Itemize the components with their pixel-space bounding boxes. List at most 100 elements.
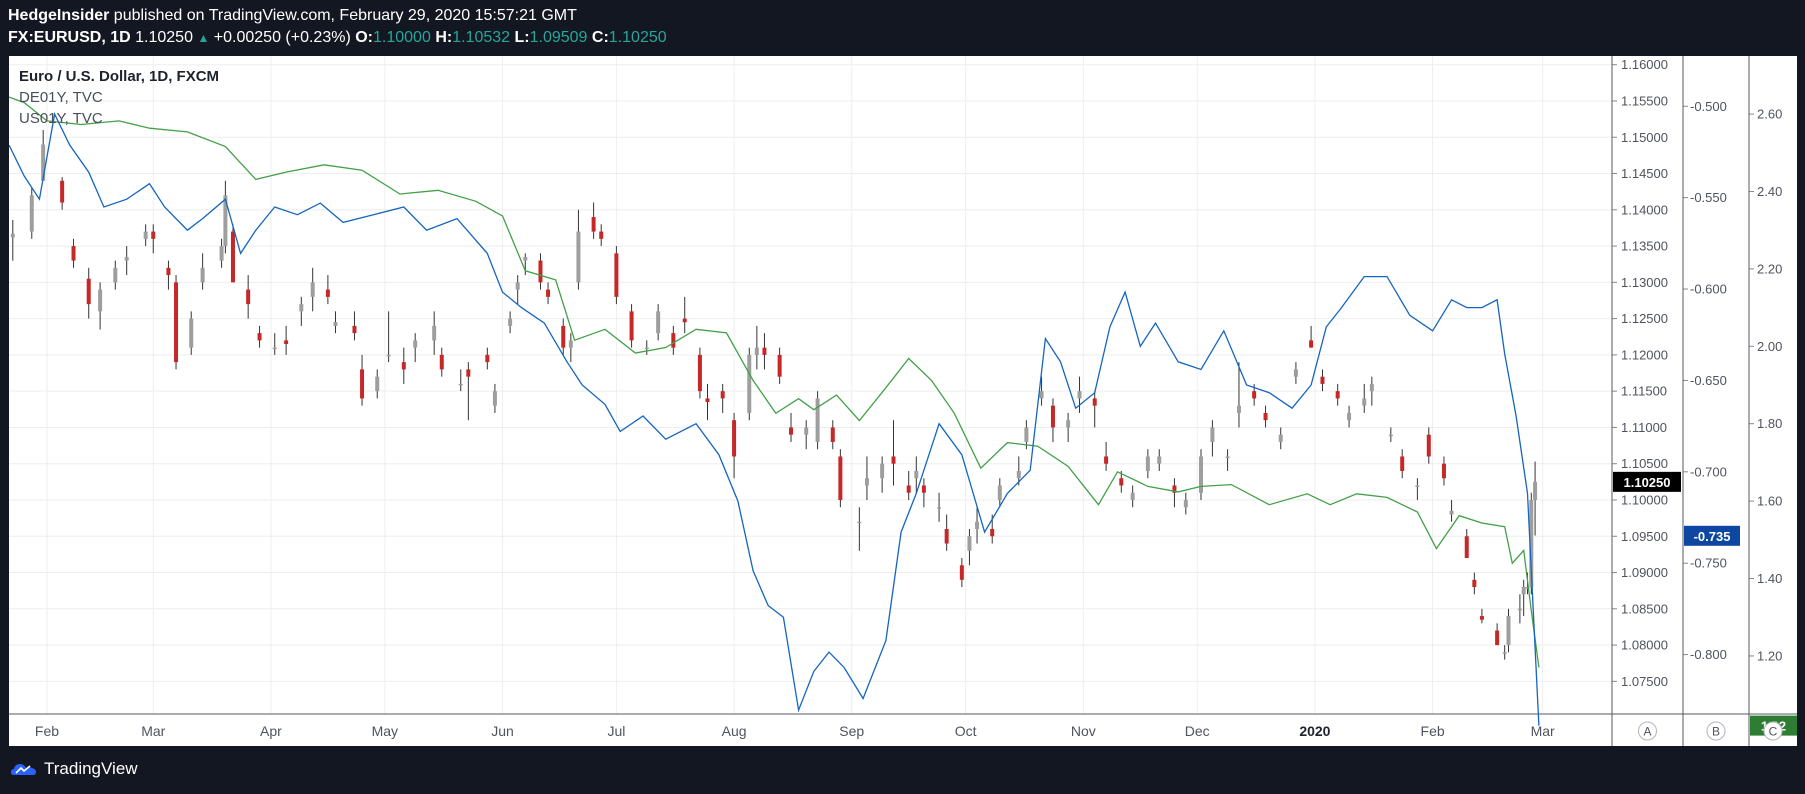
- candle-down: [762, 347, 767, 355]
- candle-up: [299, 304, 304, 312]
- candle-down: [1104, 456, 1109, 464]
- symbol-label[interactable]: FX:EURUSD, 1D: [8, 29, 131, 46]
- time-axis-label: Mar: [1531, 723, 1555, 739]
- axis-b-tick-label: -0.550: [1690, 190, 1727, 205]
- legend-series-us01y[interactable]: US01Y, TVC: [19, 110, 103, 127]
- candle-down: [284, 340, 289, 345]
- candle-down: [1172, 485, 1177, 493]
- candle-up: [492, 391, 497, 406]
- candle-up: [815, 398, 820, 442]
- candle-up: [1388, 434, 1393, 437]
- candle-down: [732, 420, 737, 457]
- candle-up: [1225, 456, 1230, 458]
- time-axis-label: May: [372, 723, 398, 739]
- candle-up: [1293, 369, 1298, 377]
- candle-down: [1426, 434, 1431, 457]
- candle-down: [959, 565, 964, 580]
- candle-up: [1016, 470, 1021, 479]
- legend-main-series[interactable]: Euro / U.S. Dollar, 1D, FXCM: [19, 68, 220, 85]
- candle-up: [1130, 492, 1135, 500]
- candle-up: [189, 318, 194, 348]
- candle-up: [937, 507, 942, 509]
- candle-down: [1472, 579, 1477, 588]
- candle-up: [1039, 391, 1044, 399]
- candle-down: [246, 289, 251, 305]
- candle-down: [466, 369, 471, 377]
- candle-down: [614, 253, 619, 297]
- axis-a-tick-label: 1.10000: [1621, 492, 1668, 507]
- time-axis-label: Oct: [955, 723, 977, 739]
- candle-up: [515, 282, 520, 290]
- axis-a-tick-label: 1.12500: [1621, 311, 1668, 326]
- time-axis-label: Aug: [722, 723, 747, 739]
- candle-up: [310, 282, 315, 297]
- candle-down: [1320, 376, 1325, 384]
- candle-up: [10, 233, 15, 238]
- last-price: 1.10250: [135, 29, 193, 46]
- candle-down: [439, 354, 444, 370]
- axis-a-tick-label: 1.10500: [1621, 456, 1668, 471]
- low-label: L:: [514, 29, 530, 46]
- candle-up: [458, 383, 463, 386]
- candle-down: [325, 289, 330, 297]
- candle-up: [1183, 499, 1188, 508]
- publisher-line: HedgeInsider published on TradingView.co…: [8, 7, 577, 25]
- open-value: 1.10000: [373, 29, 431, 46]
- candle-down: [485, 354, 490, 363]
- axis-a-tick-label: 1.08500: [1621, 601, 1668, 616]
- axis-b-tick-label: -0.650: [1690, 373, 1727, 388]
- axis-a-badge[interactable]: [1638, 721, 1657, 741]
- candle-down: [71, 246, 76, 261]
- tradingview-cloud-icon: [11, 764, 36, 775]
- candle-up: [804, 427, 809, 435]
- axis-c-tick-label: 2.20: [1757, 261, 1782, 276]
- up-arrow-icon: ▲: [197, 31, 210, 45]
- de01y-last-tag-text: -0.735: [1694, 529, 1731, 544]
- candle-down: [360, 369, 365, 399]
- candle-up: [1199, 456, 1204, 493]
- candle-up: [1236, 405, 1241, 413]
- candle-up: [997, 485, 1002, 500]
- axis-c-badge[interactable]: [1763, 721, 1783, 741]
- candle-down: [1400, 456, 1405, 471]
- close-label: C:: [591, 29, 609, 46]
- tradingview-logo[interactable]: TradingView: [10, 759, 138, 779]
- candle-up: [864, 478, 869, 486]
- time-axis-label: Apr: [260, 723, 282, 739]
- time-axis-label: Jun: [491, 723, 514, 739]
- time-axis-label: Dec: [1185, 723, 1210, 739]
- axis-b-tick-label: -0.600: [1690, 282, 1727, 297]
- axis-b-tick-label: -0.800: [1690, 647, 1727, 662]
- axis-b-badge[interactable]: [1706, 721, 1726, 741]
- legend-series-de01y[interactable]: DE01Y, TVC: [19, 89, 103, 106]
- candle-down: [401, 362, 406, 370]
- axis-c-tick-label: 1.80: [1757, 416, 1782, 431]
- symbol-ohlc-line: FX:EURUSD, 1D 1.10250 ▲ +0.00250 (+0.23%…: [8, 29, 667, 47]
- chart-legend: Euro / U.S. Dollar, 1D, FXCM DE01Y, TVC …: [19, 66, 219, 129]
- last-price-tag: [1613, 471, 1681, 492]
- candle-down: [561, 325, 566, 348]
- published-text: published on TradingView.com, February 2…: [109, 7, 577, 24]
- candle-up: [1415, 485, 1420, 487]
- chart-background: [9, 56, 1797, 746]
- candle-down: [944, 529, 949, 544]
- candle-down: [257, 333, 262, 341]
- high-label: H:: [435, 29, 453, 46]
- candle-down: [682, 318, 687, 323]
- axis-a-tick-label: 1.11500: [1621, 384, 1667, 399]
- candle-down: [546, 289, 551, 297]
- publisher-name[interactable]: HedgeInsider: [8, 7, 110, 24]
- candle-up: [29, 195, 34, 232]
- axis-c-tick-label: 1.60: [1757, 494, 1782, 509]
- candle-down: [921, 485, 926, 493]
- axis-a-tick-label: 1.07500: [1621, 674, 1668, 689]
- candle-down: [599, 231, 604, 239]
- candle-up: [656, 311, 661, 334]
- price-chart[interactable]: 1.07500 1.08000 1.08500 1.09000 1.09500 1.100…: [9, 56, 1797, 746]
- candle-up: [223, 195, 228, 247]
- candle-up: [1145, 456, 1150, 471]
- candle-up: [1362, 398, 1367, 406]
- candle-up: [1521, 587, 1526, 595]
- candle-down: [86, 278, 91, 305]
- candle-down: [1335, 391, 1340, 399]
